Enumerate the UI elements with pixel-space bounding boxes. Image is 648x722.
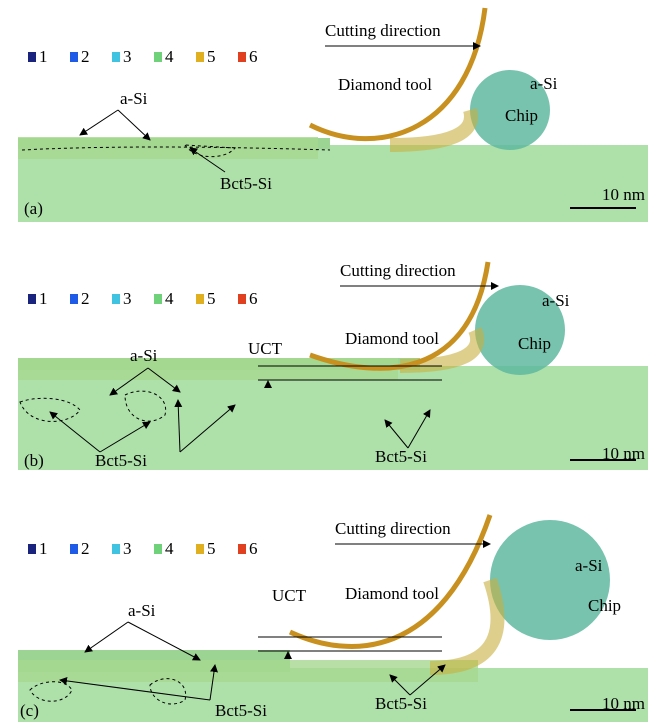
legend-swatch <box>238 544 246 554</box>
figure: 1 2 3 4 5 6 Cutting direction Diamond tool a-Si C… <box>0 0 648 722</box>
legend-label: 2 <box>81 289 90 308</box>
legend-swatch <box>70 52 78 62</box>
legend-label: 3 <box>123 539 132 558</box>
annotation: Diamond tool <box>345 329 439 348</box>
legend-swatch <box>28 294 36 304</box>
legend-label: 5 <box>207 539 216 558</box>
legend-label: 4 <box>165 47 174 66</box>
legend-label: 6 <box>249 47 258 66</box>
panel: 1 2 3 4 5 6 Cutting direction Diamond tool a-Si C… <box>18 261 648 470</box>
legend-label: 4 <box>165 289 174 308</box>
pointer <box>80 110 118 135</box>
annotation: Cutting direction <box>335 519 451 538</box>
annotation: a-Si <box>128 601 156 620</box>
amorphous-layer <box>18 660 478 682</box>
annotation: 10 nm <box>602 185 645 204</box>
panel: 1 2 3 4 5 6 Cutting direction Diamond tool a-Si C… <box>18 8 648 222</box>
annotation: Chip <box>505 106 538 125</box>
legend-swatch <box>112 544 120 554</box>
legend-label: 6 <box>249 289 258 308</box>
legend-label: 1 <box>39 47 48 66</box>
legend-swatch <box>238 294 246 304</box>
legend-label: 2 <box>81 47 90 66</box>
panel-label: (b) <box>24 451 44 470</box>
legend-label: 5 <box>207 289 216 308</box>
legend-swatch <box>70 294 78 304</box>
legend-swatch <box>112 52 120 62</box>
annotation: Chip <box>518 334 551 353</box>
chip-root <box>430 580 498 668</box>
legend-swatch <box>28 52 36 62</box>
panel: 1 2 3 4 5 6 Cutting direction Diamond tool a-Si C… <box>18 515 648 722</box>
legend-swatch <box>28 544 36 554</box>
chip <box>490 520 610 640</box>
legend-swatch <box>196 52 204 62</box>
legend-label: 6 <box>249 539 258 558</box>
legend-label: 2 <box>81 539 90 558</box>
legend-swatch <box>112 294 120 304</box>
legend-swatch <box>154 52 162 62</box>
legend-swatch <box>238 52 246 62</box>
legend-swatch <box>154 544 162 554</box>
legend-label: 3 <box>123 289 132 308</box>
annotation: Chip <box>588 596 621 615</box>
pointer <box>118 110 150 140</box>
annotation: a-Si <box>130 346 158 365</box>
annotation: a-Si <box>530 74 558 93</box>
amorphous-layer <box>18 358 398 380</box>
annotation: UCT <box>248 339 283 358</box>
annotation: a-Si <box>575 556 603 575</box>
annotation: Diamond tool <box>345 584 439 603</box>
legend-label: 1 <box>39 539 48 558</box>
annotation: Bct5-Si <box>215 701 267 720</box>
legend-label: 1 <box>39 289 48 308</box>
annotation: Diamond tool <box>338 75 432 94</box>
legend-label: 3 <box>123 47 132 66</box>
annotation: Bct5-Si <box>375 447 427 466</box>
panel-label: (a) <box>24 199 43 218</box>
annotation: Bct5-Si <box>95 451 147 470</box>
panel-label: (c) <box>20 701 39 720</box>
amorphous-layer <box>18 137 318 159</box>
annotation: Bct5-Si <box>375 694 427 713</box>
annotation: Cutting direction <box>325 21 441 40</box>
annotation: a-Si <box>120 89 148 108</box>
legend-swatch <box>70 544 78 554</box>
legend-swatch <box>196 544 204 554</box>
annotation: UCT <box>272 586 307 605</box>
legend-swatch <box>196 294 204 304</box>
annotation: Cutting direction <box>340 261 456 280</box>
annotation: Bct5-Si <box>220 174 272 193</box>
annotation: 10 nm <box>602 694 645 713</box>
annotation: 10 nm <box>602 444 645 463</box>
legend-label: 5 <box>207 47 216 66</box>
pointer <box>85 622 128 652</box>
legend-swatch <box>154 294 162 304</box>
annotation: a-Si <box>542 291 570 310</box>
legend-label: 4 <box>165 539 174 558</box>
